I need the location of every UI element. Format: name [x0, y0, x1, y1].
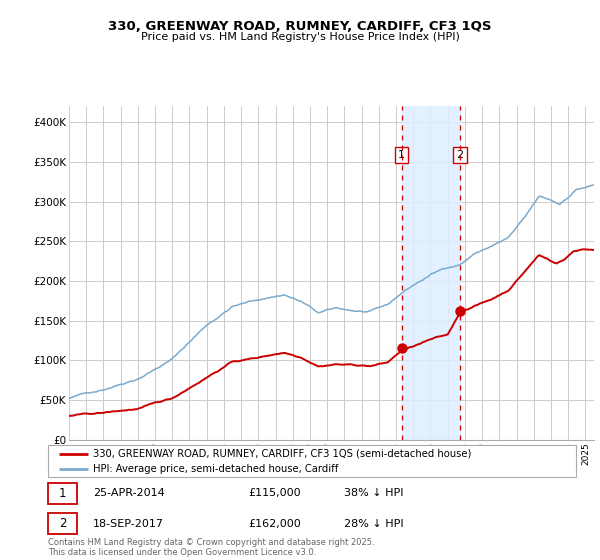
Bar — [48, 483, 77, 503]
Text: 25-APR-2014: 25-APR-2014 — [93, 488, 164, 498]
Text: 18-SEP-2017: 18-SEP-2017 — [93, 519, 164, 529]
Text: 28% ↓ HPI: 28% ↓ HPI — [344, 519, 403, 529]
Text: 2: 2 — [59, 517, 67, 530]
Text: Contains HM Land Registry data © Crown copyright and database right 2025.
This d: Contains HM Land Registry data © Crown c… — [48, 538, 374, 557]
Text: £162,000: £162,000 — [248, 519, 301, 529]
Text: 38% ↓ HPI: 38% ↓ HPI — [344, 488, 403, 498]
Text: 330, GREENWAY ROAD, RUMNEY, CARDIFF, CF3 1QS: 330, GREENWAY ROAD, RUMNEY, CARDIFF, CF3… — [108, 20, 492, 32]
Text: HPI: Average price, semi-detached house, Cardiff: HPI: Average price, semi-detached house,… — [93, 464, 338, 474]
Text: 330, GREENWAY ROAD, RUMNEY, CARDIFF, CF3 1QS (semi-detached house): 330, GREENWAY ROAD, RUMNEY, CARDIFF, CF3… — [93, 449, 471, 459]
Text: 1: 1 — [398, 150, 405, 160]
Text: £115,000: £115,000 — [248, 488, 301, 498]
Text: 2: 2 — [457, 150, 464, 160]
Bar — [401, 106, 460, 440]
Bar — [48, 514, 77, 534]
Text: Price paid vs. HM Land Registry's House Price Index (HPI): Price paid vs. HM Land Registry's House … — [140, 32, 460, 43]
Text: 1: 1 — [59, 487, 67, 500]
